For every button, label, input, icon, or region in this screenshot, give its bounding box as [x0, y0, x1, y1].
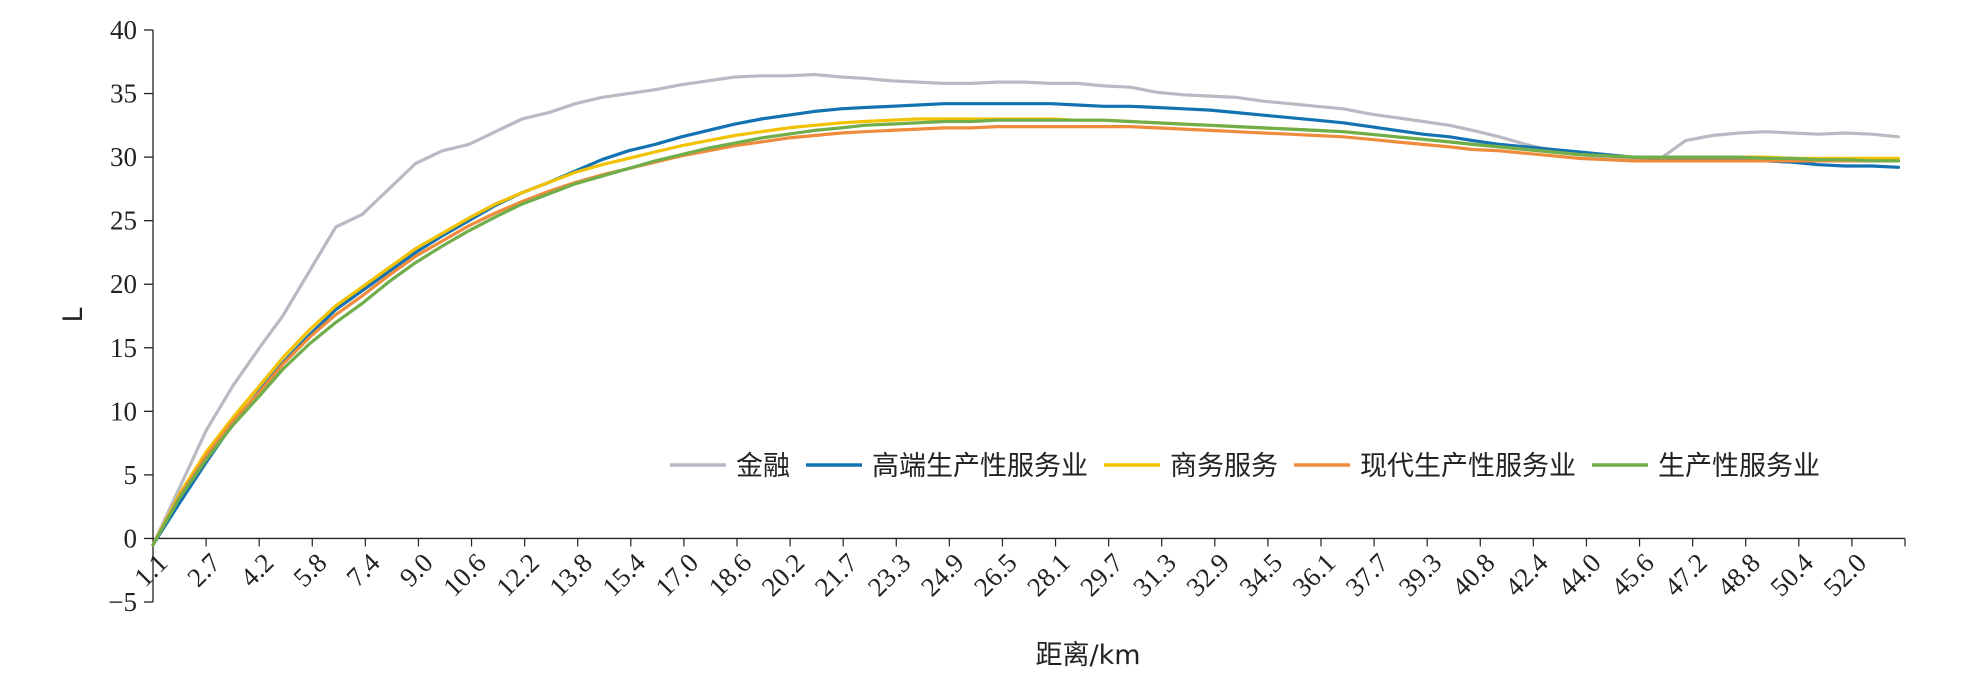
- x-tick-label: 40.8: [1446, 547, 1501, 602]
- y-tick-label: 35: [110, 79, 137, 109]
- x-tick-label: 5.8: [287, 547, 332, 592]
- x-tick-label: 42.4: [1499, 547, 1554, 602]
- x-tick-label: 17.0: [650, 547, 705, 602]
- legend-label-4: 生产性服务业: [1658, 451, 1820, 482]
- x-tick-label: 24.9: [915, 547, 970, 602]
- y-tick-label: 25: [110, 206, 137, 236]
- x-tick-label: 1.1: [128, 547, 173, 592]
- x-tick-label: 26.5: [968, 547, 1023, 602]
- y-tick-label: 30: [110, 142, 137, 172]
- x-tick-label: 9.0: [394, 547, 439, 592]
- x-tick-label: 29.7: [1074, 547, 1129, 602]
- y-tick-label: 0: [124, 523, 138, 553]
- y-tick-label: 15: [110, 333, 137, 363]
- x-axis-ticks: 1.1 2.7 4.2 5.8 7.4 9.010.612.213.815.417.018…: [128, 538, 1906, 602]
- x-tick-label: 37.7: [1340, 547, 1395, 602]
- x-tick-label: 34.5: [1234, 547, 1289, 602]
- legend-label-3: 现代生产性服务业: [1360, 451, 1576, 482]
- x-tick-label: 47.2: [1658, 547, 1713, 602]
- x-tick-label: 39.3: [1393, 547, 1448, 602]
- x-tick-label: 21.7: [809, 547, 864, 602]
- x-tick-label: 44.0: [1552, 547, 1607, 602]
- x-tick-label: 10.6: [437, 547, 492, 602]
- x-tick-label: 28.1: [1021, 547, 1076, 602]
- x-tick-label: 50.4: [1764, 547, 1819, 602]
- x-tick-label: 15.4: [596, 547, 651, 602]
- x-tick-label: 18.6: [703, 547, 758, 602]
- y-tick-label: −5: [108, 587, 137, 617]
- y-tick-label: 20: [110, 269, 137, 299]
- x-tick-label: 52.0: [1818, 547, 1873, 602]
- y-axis-title: L: [58, 307, 89, 322]
- x-tick-label: 4.2: [234, 547, 279, 592]
- x-tick-label: 32.9: [1180, 547, 1235, 602]
- y-tick-label: 5: [124, 460, 138, 490]
- x-tick-label: 12.2: [490, 547, 545, 602]
- legend-label-0: 金融: [736, 451, 790, 482]
- x-tick-label: 13.8: [543, 547, 598, 602]
- legend: 金融 高端生产性服务业 商务服务 现代生产性服务业 生产性服务业: [670, 451, 1820, 482]
- x-tick-label: 7.4: [341, 547, 386, 592]
- x-tick-label: 36.1: [1287, 547, 1342, 602]
- axes: [152, 30, 1905, 602]
- series-line-4: [151, 118, 1900, 547]
- x-tick-label: 23.3: [862, 547, 917, 602]
- y-tick-label: 10: [110, 396, 137, 426]
- x-tick-label: 20.2: [756, 547, 811, 602]
- legend-label-2: 商务服务: [1170, 451, 1278, 482]
- x-tick-label: 31.3: [1127, 547, 1182, 602]
- x-axis-title: 距离/km: [1035, 640, 1140, 671]
- y-axis-ticks: −5 0 5 10 15 20 25 30 35 40: [108, 15, 153, 617]
- series-line-3: [151, 125, 1900, 547]
- x-tick-label: 48.8: [1711, 547, 1766, 602]
- legend-label-1: 高端生产性服务业: [872, 451, 1088, 482]
- y-tick-label: 40: [110, 15, 137, 45]
- series-lines: [151, 72, 1900, 547]
- x-tick-label: 45.6: [1605, 547, 1660, 602]
- x-tick-label: 2.7: [181, 547, 226, 592]
